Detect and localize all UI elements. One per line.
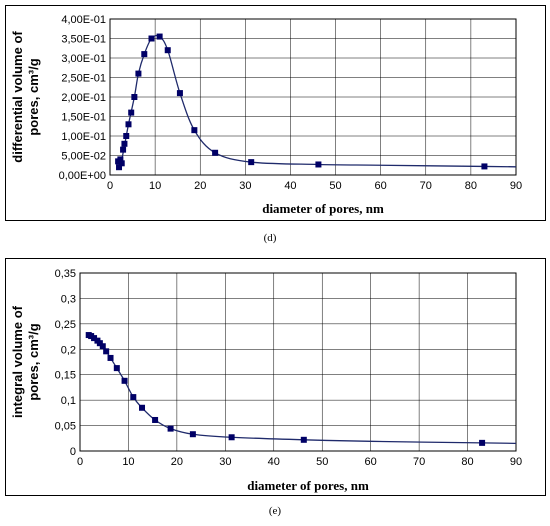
data-point — [481, 163, 488, 170]
chart-0: 0 10 20 30 40 50 60 70 80 90 0,00E+00 5,00E-02 1,00E… — [5, 5, 546, 221]
y-axis-label: pores, cm³/g — [26, 323, 41, 400]
data-point — [167, 425, 174, 432]
x-tick-label: 0 — [77, 456, 83, 468]
y-tick-label: 0,2 — [61, 344, 76, 356]
data-point — [131, 94, 138, 100]
x-tick-label: 50 — [329, 180, 341, 192]
x-tick-label: 20 — [171, 456, 183, 468]
x-tick-label: 60 — [375, 180, 387, 192]
data-point — [228, 434, 235, 441]
y-axis-label: integral volume of — [10, 305, 25, 418]
figure-caption: (d) — [264, 232, 277, 244]
y-tick-label: 4,00E-01 — [61, 14, 106, 26]
data-point — [191, 127, 198, 134]
x-tick-label: 30 — [239, 180, 251, 192]
x-tick-label: 60 — [365, 456, 377, 468]
x-tick-label: 40 — [268, 456, 280, 468]
x-tick-label: 90 — [510, 180, 522, 192]
y-tick-label: 0 — [70, 446, 76, 458]
x-tick-label: 70 — [413, 456, 425, 468]
data-point — [248, 159, 255, 166]
data-point — [212, 149, 219, 156]
y-tick-label: 0,00E+00 — [59, 170, 106, 182]
data-point — [479, 439, 486, 446]
data-point — [120, 146, 127, 153]
data-point — [116, 164, 123, 171]
x-tick-label: 80 — [461, 456, 473, 468]
data-point — [123, 133, 130, 139]
x-tick-label: 80 — [465, 180, 477, 192]
y-axis-label: pores, cm³/g — [26, 58, 41, 135]
x-tick-label: 20 — [194, 180, 206, 192]
data-point — [300, 436, 307, 443]
chart-frame — [5, 258, 546, 496]
data-point — [139, 404, 146, 411]
data-point — [315, 161, 322, 168]
data-point — [176, 90, 183, 97]
x-tick-label: 70 — [420, 180, 432, 192]
y-tick-label: 1,00E-01 — [61, 131, 106, 143]
data-point — [156, 33, 163, 40]
data-point — [128, 109, 135, 116]
data-point — [152, 416, 159, 423]
y-tick-label: 3,00E-01 — [61, 53, 106, 65]
y-tick-label: 0,35 — [55, 268, 76, 280]
data-point — [121, 140, 128, 147]
data-point — [125, 121, 132, 128]
data-point — [113, 365, 120, 372]
x-tick-label: 40 — [284, 180, 296, 192]
plot-area-border — [109, 18, 517, 176]
data-point — [141, 51, 148, 58]
data-point — [121, 377, 128, 384]
plot-area-border — [79, 272, 517, 452]
chart-frame — [5, 5, 546, 221]
y-axis-label: differential volume of — [10, 31, 25, 163]
data-point — [189, 431, 196, 438]
x-tick-label: 0 — [107, 180, 113, 192]
data-point — [99, 343, 106, 350]
x-tick-label: 10 — [122, 456, 134, 468]
y-tick-label: 1,50E-01 — [61, 112, 106, 124]
data-point — [130, 394, 137, 401]
data-point — [135, 70, 142, 77]
y-tick-label: 0,1 — [61, 395, 76, 407]
y-tick-label: 2,50E-01 — [61, 73, 106, 85]
data-point — [91, 335, 98, 342]
data-point — [103, 348, 110, 355]
x-tick-label: 10 — [149, 180, 161, 192]
x-axis-label: diameter of pores, nm — [247, 478, 369, 493]
chart-1: 0 10 20 30 40 50 60 70 80 90 0 0,05 0,1 0,15 0,2 0,25 0,… — [5, 258, 546, 496]
y-tick-label: 0,05 — [55, 421, 76, 433]
data-point — [107, 354, 114, 361]
y-tick-label: 0,15 — [55, 370, 76, 382]
y-tick-label: 2,00E-01 — [61, 92, 106, 104]
data-point — [148, 35, 155, 42]
x-tick-label: 90 — [510, 456, 522, 468]
y-tick-label: 3,50E-01 — [61, 34, 106, 46]
x-tick-label: 50 — [316, 456, 328, 468]
data-point — [117, 156, 124, 163]
data-point — [164, 47, 171, 54]
data-point — [118, 160, 125, 167]
y-tick-label: 0,25 — [55, 319, 76, 331]
data-point — [96, 340, 103, 347]
x-axis-label: diameter of pores, nm — [262, 201, 384, 216]
y-tick-label: 0,3 — [61, 293, 76, 305]
y-tick-label: 5,00E-02 — [61, 151, 106, 163]
x-tick-label: 30 — [219, 456, 231, 468]
figure-caption: (e) — [269, 505, 282, 517]
